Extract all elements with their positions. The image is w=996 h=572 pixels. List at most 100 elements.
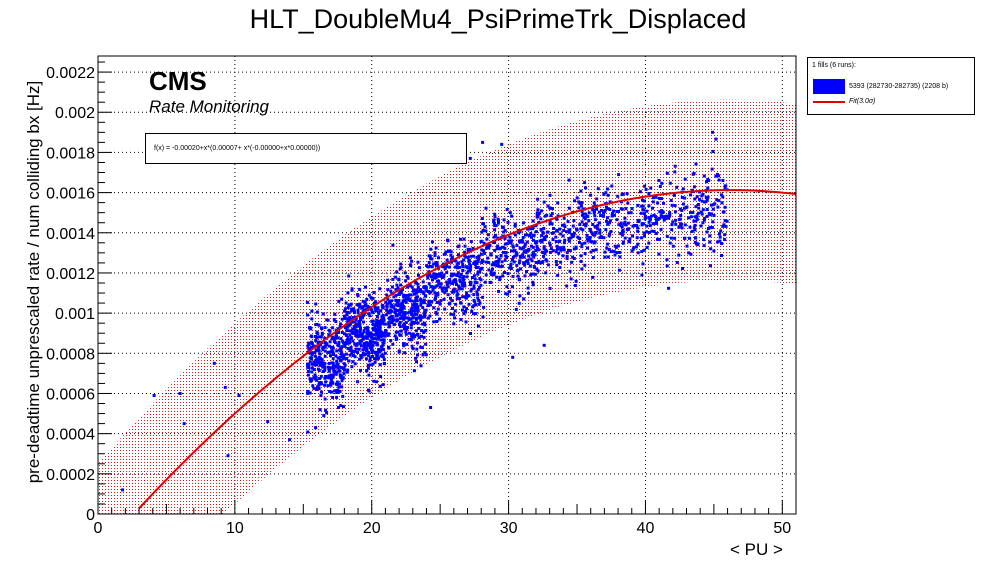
data-point bbox=[318, 408, 322, 412]
data-point bbox=[721, 195, 725, 199]
data-point bbox=[665, 171, 669, 175]
data-point bbox=[661, 215, 664, 219]
data-point bbox=[523, 242, 527, 246]
data-point bbox=[398, 311, 402, 315]
data-point bbox=[573, 284, 577, 287]
data-point bbox=[378, 325, 382, 329]
data-point bbox=[493, 215, 497, 219]
data-point bbox=[364, 285, 367, 289]
data-point bbox=[348, 353, 352, 357]
data-point bbox=[665, 264, 669, 268]
data-point bbox=[452, 313, 456, 317]
data-point bbox=[522, 255, 526, 259]
data-point bbox=[640, 250, 644, 254]
data-point bbox=[695, 242, 698, 246]
data-point bbox=[642, 199, 646, 203]
data-point bbox=[580, 220, 584, 224]
data-point bbox=[334, 328, 338, 332]
data-point bbox=[386, 311, 390, 315]
data-point bbox=[433, 254, 437, 258]
data-point bbox=[387, 332, 391, 336]
data-point bbox=[223, 385, 227, 389]
data-point bbox=[422, 330, 426, 334]
data-point bbox=[702, 238, 706, 242]
fit-formula-box: f(x) = -0.00020+x*(0.00007+ x*(-0.00000+… bbox=[145, 133, 467, 164]
data-point bbox=[312, 344, 316, 348]
data-point bbox=[414, 321, 418, 325]
data-point bbox=[437, 282, 441, 286]
data-point bbox=[367, 388, 370, 392]
data-point bbox=[588, 237, 592, 241]
data-point bbox=[368, 314, 372, 318]
data-point bbox=[352, 320, 356, 324]
data-point bbox=[430, 300, 434, 304]
data-point bbox=[460, 260, 464, 264]
data-point bbox=[461, 295, 465, 299]
data-point bbox=[152, 394, 156, 397]
data-point bbox=[544, 271, 548, 275]
data-point bbox=[391, 277, 395, 281]
data-point bbox=[503, 242, 507, 246]
data-point bbox=[419, 318, 423, 322]
data-point bbox=[465, 271, 469, 275]
data-point bbox=[340, 331, 344, 334]
data-point bbox=[639, 211, 643, 215]
y-tick-label: 0.0006 bbox=[46, 386, 95, 403]
data-point bbox=[322, 364, 326, 368]
data-point bbox=[681, 267, 684, 270]
data-point bbox=[359, 316, 362, 320]
data-point bbox=[318, 352, 322, 356]
data-point bbox=[448, 249, 452, 253]
data-point bbox=[329, 366, 333, 370]
fit-curve bbox=[138, 189, 797, 510]
data-point bbox=[701, 208, 705, 212]
data-point bbox=[410, 334, 414, 338]
data-point bbox=[531, 245, 535, 249]
data-point bbox=[590, 231, 594, 235]
data-point bbox=[643, 214, 647, 218]
data-point bbox=[542, 245, 546, 249]
data-point bbox=[359, 354, 363, 357]
legend: 1 fills (6 runs): 5393 (282730-282735) (… bbox=[807, 57, 975, 115]
data-point bbox=[697, 211, 700, 215]
data-point bbox=[419, 290, 423, 294]
data-point bbox=[407, 293, 411, 297]
data-point bbox=[416, 286, 420, 289]
data-point bbox=[371, 344, 375, 347]
data-point bbox=[337, 342, 341, 346]
data-point bbox=[702, 174, 706, 178]
data-point bbox=[723, 184, 727, 188]
data-point bbox=[431, 288, 435, 292]
data-point bbox=[365, 341, 369, 345]
data-point bbox=[434, 294, 438, 298]
data-point bbox=[710, 226, 714, 229]
data-point bbox=[675, 185, 679, 189]
data-point bbox=[463, 250, 467, 254]
data-point bbox=[373, 357, 376, 361]
data-point bbox=[522, 246, 525, 250]
data-point bbox=[620, 230, 624, 233]
data-point bbox=[335, 395, 339, 399]
data-point bbox=[652, 229, 656, 233]
data-point bbox=[412, 321, 416, 325]
data-point bbox=[457, 253, 460, 257]
data-point bbox=[438, 273, 442, 277]
y-tick-label: 0.0018 bbox=[46, 145, 95, 162]
data-point bbox=[630, 207, 634, 211]
data-point bbox=[315, 335, 319, 339]
data-point bbox=[432, 276, 436, 280]
data-point bbox=[356, 380, 360, 384]
data-point bbox=[308, 391, 312, 395]
data-point bbox=[348, 333, 352, 337]
data-point bbox=[375, 342, 379, 346]
data-point bbox=[476, 288, 480, 292]
data-point bbox=[361, 316, 365, 320]
data-point bbox=[617, 173, 621, 177]
data-point bbox=[463, 244, 467, 248]
data-point bbox=[345, 370, 349, 374]
data-point bbox=[518, 278, 521, 282]
data-point bbox=[624, 223, 628, 227]
legend-swatch-series bbox=[813, 79, 845, 94]
data-point bbox=[310, 340, 314, 344]
data-point bbox=[411, 332, 415, 336]
